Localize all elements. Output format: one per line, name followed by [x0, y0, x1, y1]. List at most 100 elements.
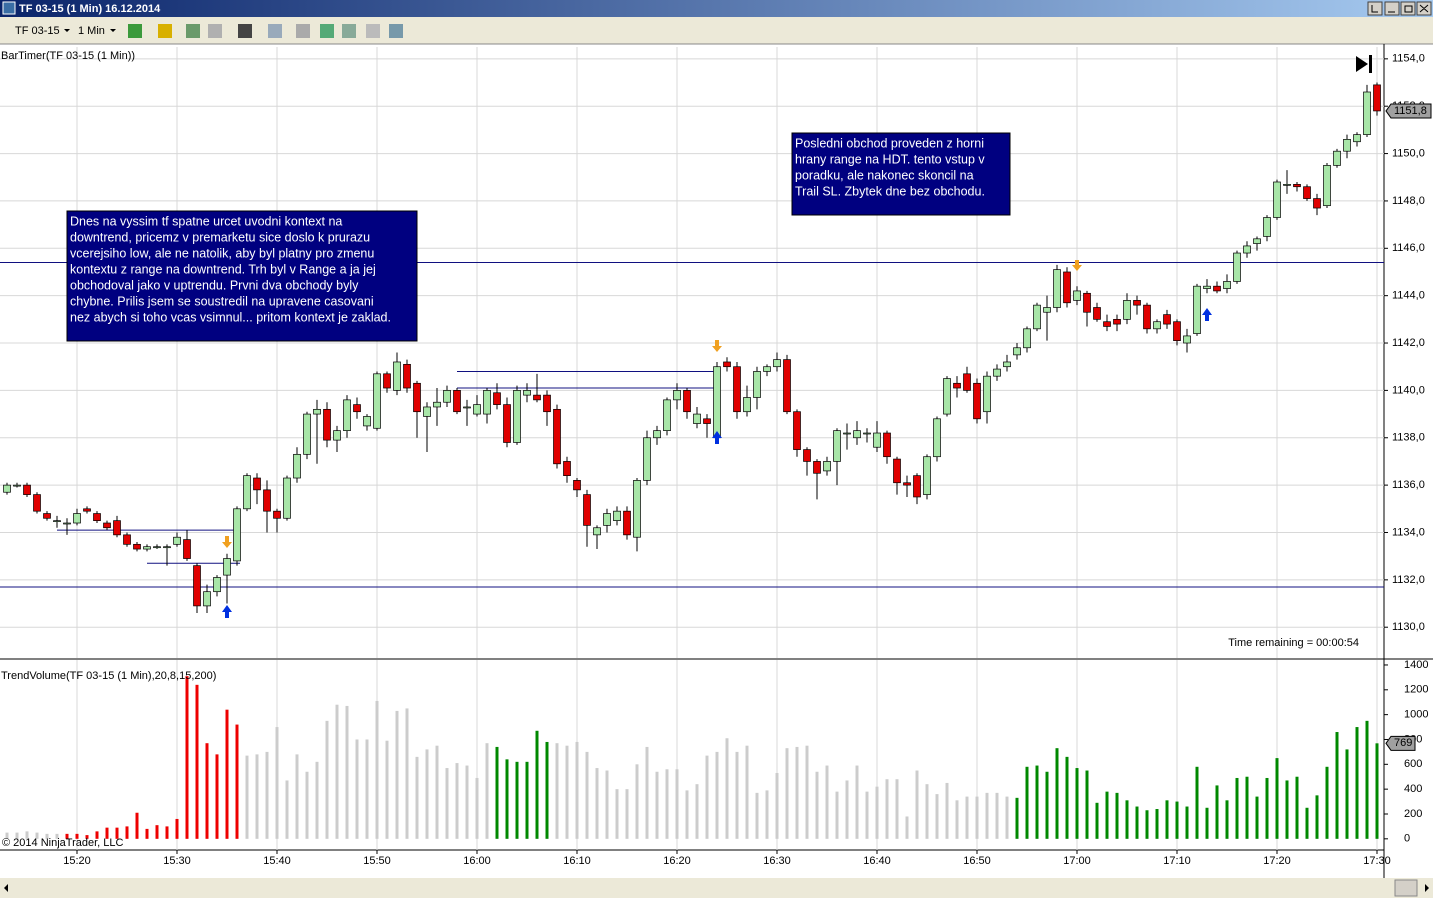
volume-bar: [75, 833, 79, 839]
volume-bar: [575, 741, 579, 839]
candle-body: [823, 461, 831, 472]
volume-bar: [55, 833, 59, 839]
candle-body: [983, 375, 991, 413]
properties-button[interactable]: [268, 24, 282, 38]
candle-body: [1023, 328, 1031, 349]
crosshair-button[interactable]: [238, 24, 252, 38]
candle-body: [623, 510, 631, 536]
volume-bar: [1045, 771, 1049, 839]
panel-label: BarTimer(TF 03-15 (1 Min)): [1, 50, 135, 62]
candle-body: [573, 480, 581, 491]
volume-bar: [1325, 766, 1329, 839]
volume-bar: [835, 791, 839, 839]
candle-body: [323, 408, 331, 441]
template-button[interactable]: [389, 24, 403, 38]
data-box-button[interactable]: [296, 24, 310, 38]
strategies-button[interactable]: [342, 24, 356, 38]
volume-bar: [805, 745, 809, 839]
candle-body: [543, 394, 551, 413]
x-tick-label: 17:00: [1063, 855, 1091, 867]
volume-bar: [625, 789, 629, 839]
volume-bar: [535, 730, 539, 839]
candle-body: [233, 508, 241, 562]
panel-label: TrendVolume(TF 03-15 (1 Min),20,8,15,200…: [1, 670, 216, 682]
candle-body: [903, 482, 911, 486]
copyright: © 2014 NinjaTrader, LLC: [2, 837, 123, 849]
volume-bar: [685, 790, 689, 839]
candle-body: [673, 390, 681, 401]
candle-body: [133, 543, 141, 550]
x-tick-label: 16:40: [863, 855, 891, 867]
candle-body: [933, 418, 941, 458]
chart-style-button[interactable]: [128, 24, 142, 38]
lock-button[interactable]: [1367, 1, 1383, 16]
candle-body: [303, 413, 311, 455]
volume-bar: [25, 831, 29, 839]
y-tick-label: 600: [1404, 758, 1422, 770]
volume-bar: [855, 765, 859, 839]
candle-body: [793, 411, 801, 450]
y-tick-label: 1146,0: [1392, 242, 1425, 254]
volume-bar: [1095, 802, 1099, 839]
y-tick-label: 1130,0: [1392, 621, 1425, 633]
volume-bar: [15, 832, 19, 839]
zoom-in-button[interactable]: [186, 24, 200, 38]
y-tick-label: 400: [1404, 783, 1422, 795]
candle-body: [773, 359, 781, 368]
candle-body: [953, 382, 961, 389]
candle-body: [503, 404, 511, 443]
zoom-out-button[interactable]: [208, 24, 222, 38]
volume-bar: [365, 739, 369, 839]
volume-bar: [265, 751, 269, 839]
candle-body: [183, 539, 191, 559]
window-buttons: [1367, 1, 1432, 16]
x-tick-label: 16:30: [763, 855, 791, 867]
x-tick-label: 15:20: [63, 855, 91, 867]
volume-bar: [345, 705, 349, 839]
order-button[interactable]: [366, 24, 380, 38]
candle-body: [293, 453, 301, 479]
restore-button[interactable]: [1400, 1, 1416, 16]
x-tick-label: 17:10: [1163, 855, 1191, 867]
candle-body: [163, 546, 171, 549]
volume-bar: [705, 755, 709, 839]
scroll-thumb[interactable]: [1394, 879, 1418, 897]
bar-timer: Time remaining = 00:00:54: [1228, 637, 1359, 649]
volume-bar: [635, 764, 639, 839]
y-tick-label: 200: [1404, 808, 1422, 820]
candle-body: [223, 558, 231, 576]
volume-bar: [895, 779, 899, 839]
candle-body: [423, 406, 431, 417]
candle-body: [583, 494, 591, 526]
candle-body: [783, 359, 791, 413]
volume-bar: [1275, 758, 1279, 839]
volume-bar: [1245, 776, 1249, 839]
volume-bar: [415, 756, 419, 839]
candle-body: [1103, 321, 1111, 327]
y-tick-label: 1138,0: [1392, 432, 1425, 444]
volume-bar: [985, 792, 989, 839]
candle-body: [1323, 165, 1331, 207]
candle-body: [1253, 238, 1261, 244]
candle-body: [3, 484, 11, 493]
candle-body: [1003, 361, 1011, 368]
volume-bar: [405, 708, 409, 839]
candle-body: [1363, 91, 1371, 135]
candle-body: [633, 480, 641, 538]
candle-body: [1043, 307, 1051, 313]
volume-bar: [105, 827, 109, 839]
draw-button[interactable]: [158, 24, 172, 38]
candle-body: [1073, 290, 1081, 301]
candle-body: [1163, 314, 1171, 325]
interval-selector[interactable]: 1 Min: [78, 25, 105, 37]
indicators-button[interactable]: [320, 24, 334, 38]
candle-body: [263, 489, 271, 512]
instrument-selector[interactable]: TF 03-15: [15, 25, 60, 37]
candle-body: [513, 390, 521, 443]
candle-body: [1343, 139, 1351, 152]
minimize-button[interactable]: [1384, 1, 1400, 16]
volume-bar: [1115, 792, 1119, 839]
volume-bar: [325, 720, 329, 839]
volume-bar: [485, 743, 489, 839]
scrollbar[interactable]: [0, 878, 1433, 898]
